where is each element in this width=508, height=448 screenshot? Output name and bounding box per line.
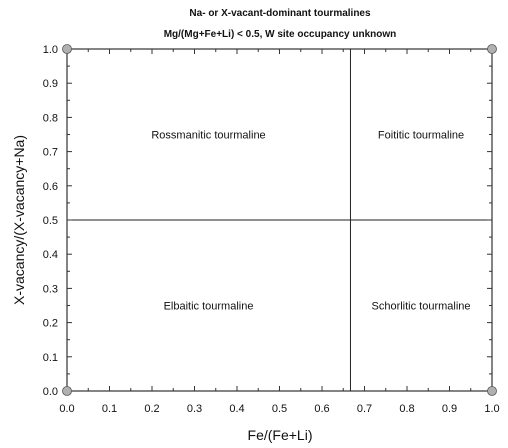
y-tick-label: 1.0 bbox=[43, 44, 58, 56]
x-tick-label: 0.4 bbox=[229, 403, 244, 415]
y-tick-label: 0.1 bbox=[43, 352, 58, 364]
field-label: Foititic tourmaline bbox=[378, 130, 464, 142]
corner-point bbox=[62, 44, 72, 54]
y-axis-tick-labels: 0.0 0.1 0.2 0.3 0.4 0.5 0.6 0.7 0.8 0.9 1.0 bbox=[43, 44, 58, 398]
x-tick-label: 0.0 bbox=[59, 403, 74, 415]
y-tick-label: 0.7 bbox=[43, 147, 58, 159]
corner-point bbox=[487, 44, 497, 54]
x-axis-label: Fe/(Fe+Li) bbox=[248, 427, 313, 443]
field-boundaries bbox=[67, 49, 492, 391]
x-tick-label: 1.0 bbox=[484, 403, 499, 415]
corner-point bbox=[62, 386, 72, 396]
y-tick-label: 0.3 bbox=[43, 283, 58, 295]
y-axis-label: X-vacancy/(X-vacancy+Na) bbox=[11, 135, 27, 305]
field-label: Rossmanitic tourmaline bbox=[151, 130, 265, 142]
y-tick-label: 0.2 bbox=[43, 318, 58, 330]
x-tick-label: 0.3 bbox=[187, 403, 202, 415]
corner-points bbox=[62, 44, 497, 396]
field-label: Schorlitic tourmaline bbox=[372, 301, 471, 313]
x-tick-label: 0.7 bbox=[357, 403, 372, 415]
y-tick-label: 0.8 bbox=[43, 112, 58, 124]
x-tick-label: 0.8 bbox=[399, 403, 414, 415]
x-tick-label: 0.1 bbox=[102, 403, 117, 415]
y-tick-label: 0.0 bbox=[43, 386, 58, 398]
x-tick-label: 0.5 bbox=[272, 403, 287, 415]
x-tick-label: 0.6 bbox=[314, 403, 329, 415]
field-label: Elbaitic tourmaline bbox=[164, 301, 254, 313]
field-labels: Rossmanitic tourmaline Foititic tourmalin… bbox=[151, 130, 470, 313]
y-tick-label: 0.5 bbox=[43, 215, 58, 227]
y-tick-label: 0.6 bbox=[43, 181, 58, 193]
x-tick-label: 0.2 bbox=[144, 403, 159, 415]
x-axis-tick-labels: 0.0 0.1 0.2 0.3 0.4 0.5 0.6 0.7 0.8 0.9 1.0 bbox=[59, 403, 499, 415]
diagram-title: Na- or X-vacant-dominant tourmalines bbox=[189, 8, 371, 19]
corner-point bbox=[487, 386, 497, 396]
y-tick-label: 0.9 bbox=[43, 78, 58, 90]
y-tick-label: 0.4 bbox=[43, 249, 58, 261]
diagram-subtitle: Mg/(Mg+Fe+Li) < 0.5, W site occupancy un… bbox=[164, 29, 397, 40]
x-tick-label: 0.9 bbox=[442, 403, 457, 415]
